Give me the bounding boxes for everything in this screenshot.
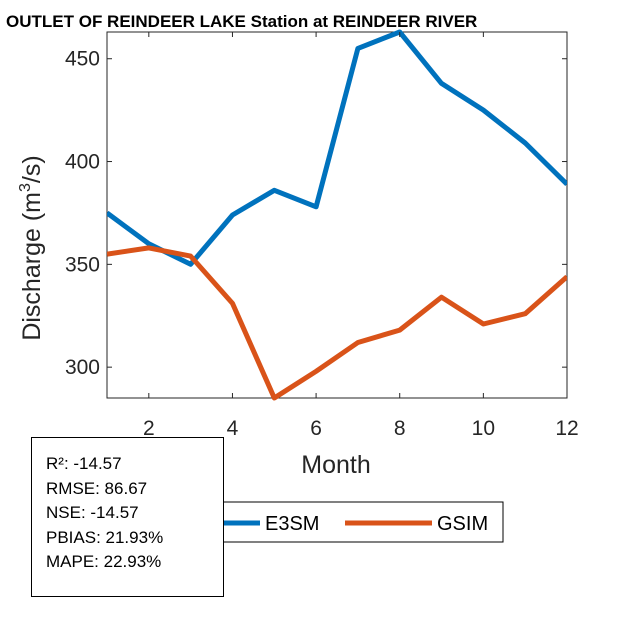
x-tick-label: 6: [310, 417, 322, 440]
y-axis-label-superscript: 3: [17, 183, 34, 192]
y-tick-label: 450: [65, 48, 100, 71]
chart-title: OUTLET OF REINDEER LAKE Station at REIND…: [6, 12, 477, 31]
legend-e3sm-label: E3SM: [265, 513, 319, 535]
stats-box: R²: -14.57 RMSE: 86.67 NSE: -14.57 PBIAS…: [31, 437, 224, 597]
series-line-gsim: [107, 245, 567, 401]
stat-nse: NSE: -14.57: [46, 503, 139, 522]
y-axis-label-main: Discharge (m: [18, 192, 46, 341]
x-axis-label: Month: [301, 451, 370, 479]
stat-rmse: RMSE: 86.67: [46, 478, 148, 498]
x-tick-label: 12: [555, 417, 578, 440]
stat-r2: R²: -14.57: [46, 454, 122, 473]
x-tick-label: 4: [227, 417, 239, 440]
legend-gsim-label: GSIM: [437, 513, 488, 535]
y-axis-ticks: 300 350 400 450: [65, 48, 567, 379]
x-tick-label: 2: [143, 417, 155, 440]
y-tick-label: 300: [65, 356, 100, 379]
x-tick-label: 8: [394, 417, 406, 440]
x-axis-ticks: 2 4 6 8 10 12: [143, 32, 579, 440]
y-axis-label-unit: /s): [18, 155, 46, 183]
y-axis-label: Discharge (m3/s): [17, 155, 46, 340]
x-tick-label: 10: [472, 417, 495, 440]
plot-frame: [106, 31, 568, 399]
legend: E3SM GSIM: [199, 501, 504, 543]
y-tick-label: 350: [65, 253, 100, 276]
y-tick-label: 400: [65, 151, 100, 174]
stat-mape: MAPE: 22.93%: [46, 552, 162, 571]
series-line-e3sm: [107, 29, 567, 267]
stat-pbias: PBIAS: 21.93%: [46, 527, 164, 547]
plot-area: [106, 29, 568, 401]
